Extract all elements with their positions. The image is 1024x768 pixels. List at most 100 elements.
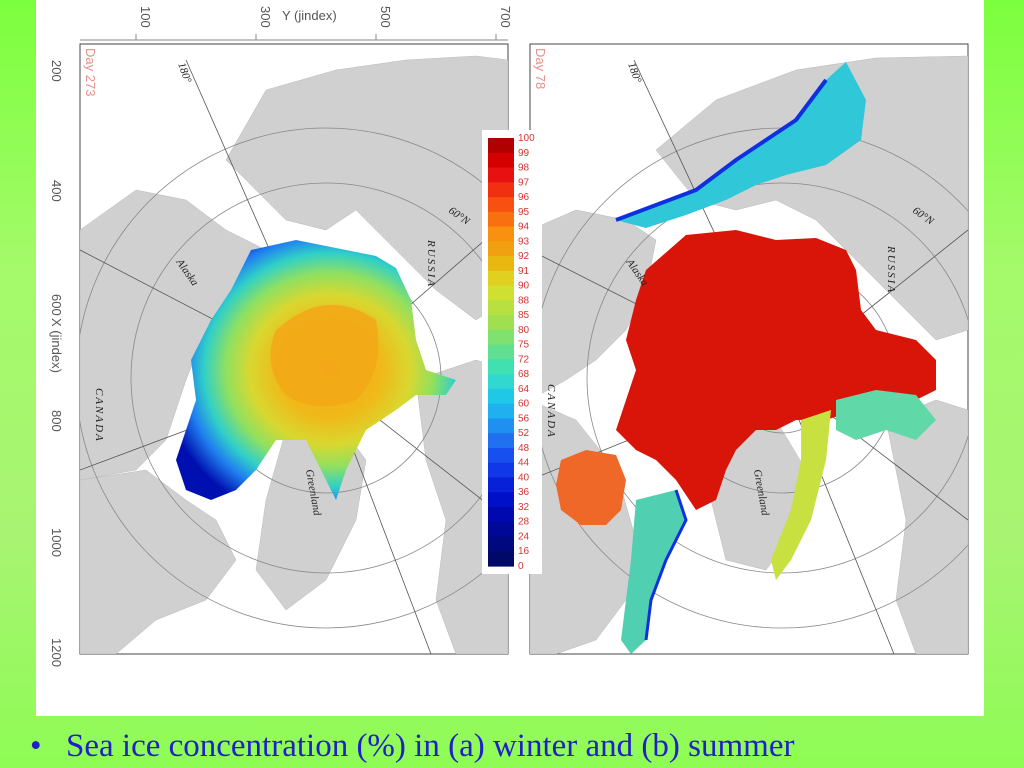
caption-bullet: • <box>30 728 42 764</box>
colorbar-tick-label: 36 <box>518 487 530 498</box>
colorbar: 100 99 98 97 96 95 94 93 92 91 90 88 85 80 75 72 68 64 60 5… <box>482 130 542 574</box>
colorbar-segment <box>488 211 514 228</box>
colorbar-tick-label: 56 <box>518 413 530 424</box>
colorbar-segment <box>488 477 514 493</box>
colorbar-segment <box>488 285 514 301</box>
colorbar-tick-label: 98 <box>518 163 530 174</box>
top-axis-tick-label: 500 <box>378 6 393 28</box>
sea-ice-b-central <box>616 230 936 510</box>
colorbar-tick-label: 99 <box>518 148 530 159</box>
colorbar-segment <box>488 226 514 242</box>
colorbar-segment <box>488 447 514 464</box>
top-axis-tick-label: 300 <box>258 6 273 28</box>
land-russia-b <box>655 55 968 341</box>
colorbar-segment <box>488 270 514 287</box>
day-label-a: Day 273 <box>83 48 98 96</box>
left-axis-tick-label: 1200 <box>49 638 64 667</box>
colorbar-segment <box>488 329 514 346</box>
top-axis-label: Y (jindex) <box>282 8 337 23</box>
map-panel-a: Day 273 180° 60°N Alaska CANADA Greenlan… <box>79 43 509 655</box>
figure-panel: 100 300 500 700 Y (jindex) 200 400 600 X… <box>36 0 984 716</box>
colorbar-tick-label: 44 <box>518 458 530 469</box>
figure-svg: 100 300 500 700 Y (jindex) 200 400 600 X… <box>49 6 969 667</box>
sea-ice-b-hudson <box>556 450 626 525</box>
top-axis-tick-label: 700 <box>498 6 513 28</box>
left-axis-tick-label: 400 <box>49 180 64 202</box>
colorbar-segment <box>488 433 514 449</box>
left-axis-tick-label: 200 <box>49 60 64 82</box>
colorbar-segment <box>488 152 514 169</box>
colorbar-tick-label: 100 <box>518 133 535 144</box>
colorbar-segment <box>488 506 514 523</box>
colorbar-tick-label: 94 <box>518 222 530 233</box>
russia-label-b: RUSSIA <box>885 245 897 294</box>
land-canada-a <box>80 469 237 654</box>
left-axis-tick-label: 800 <box>49 410 64 432</box>
colorbar-tick-label: 68 <box>518 369 530 380</box>
sea-ice-b-greenland-sea <box>771 410 831 580</box>
canada-label-b: CANADA <box>545 384 557 439</box>
colorbar-tick-label: 97 <box>518 177 530 188</box>
colorbar-segment <box>488 241 514 257</box>
colorbar-tick-label: 91 <box>518 266 530 277</box>
caption-text: Sea ice concentration (%) in (a) winter … <box>66 728 795 764</box>
colorbar-segment <box>488 182 514 198</box>
land-island-a <box>386 70 421 110</box>
colorbar-segment <box>488 344 514 360</box>
left-axis-tick-label: 600 <box>49 294 64 316</box>
colorbar-segment <box>488 388 514 405</box>
top-axis-tick-label: 100 <box>138 6 153 28</box>
colorbar-segment <box>488 374 514 390</box>
colorbar-tick-label: 0 <box>518 561 524 572</box>
colorbar-tick-label: 64 <box>518 384 530 395</box>
sea-ice-b-barents <box>836 390 936 440</box>
colorbar-segment <box>488 300 514 316</box>
colorbar-segment <box>488 315 514 331</box>
colorbar-tick-label: 90 <box>518 281 530 292</box>
colorbar-tick-label: 24 <box>518 531 530 542</box>
colorbar-tick-label: 72 <box>518 354 530 365</box>
colorbar-tick-label: 75 <box>518 340 530 351</box>
caption: • Sea ice concentration (%) in (a) winter… <box>30 726 1010 766</box>
day-label-b: Day 78 <box>533 48 548 89</box>
land-russia-a <box>225 55 508 321</box>
colorbar-tick-label: 95 <box>518 207 530 218</box>
canada-label-a: CANADA <box>93 388 105 443</box>
colorbar-segment <box>488 418 514 434</box>
land-europe-b <box>885 399 968 654</box>
left-axis-tick-label: 1000 <box>49 528 64 557</box>
colorbar-tick-label: 80 <box>518 325 530 336</box>
colorbar-tick-label: 16 <box>518 546 530 557</box>
colorbar-tick-label: 92 <box>518 251 530 262</box>
colorbar-segment <box>488 521 514 538</box>
colorbar-tick-label: 60 <box>518 399 530 410</box>
colorbar-segment <box>488 536 514 552</box>
colorbar-tick-label: 88 <box>518 295 530 306</box>
colorbar-segment <box>488 256 514 272</box>
colorbar-segment <box>488 492 514 508</box>
colorbar-tick-label: 40 <box>518 472 530 483</box>
colorbar-tick-label: 93 <box>518 236 530 247</box>
sea-ice-b-labrador <box>621 490 686 654</box>
colorbar-segment <box>488 462 514 479</box>
russia-label-a: RUSSIA <box>425 239 437 288</box>
colorbar-tick-label: 48 <box>518 443 530 454</box>
colorbar-segment <box>488 551 514 567</box>
colorbar-tick-label: 96 <box>518 192 530 203</box>
colorbar-segment <box>488 167 514 183</box>
colorbar-tick-label: 32 <box>518 502 530 513</box>
left-axis: 200 400 600 X (jindex) 800 1000 1200 <box>49 60 64 667</box>
colorbar-tick-label: 28 <box>518 517 530 528</box>
colorbar-tick-label: 52 <box>518 428 530 439</box>
left-axis-label: X (jindex) <box>49 318 64 373</box>
colorbar-segment <box>488 138 514 154</box>
colorbar-segment <box>488 403 514 420</box>
sea-ice-a-inner <box>270 304 379 407</box>
sea-ice-b-labrador-edge <box>644 489 688 641</box>
top-axis: 100 300 500 700 Y (jindex) <box>80 6 513 41</box>
colorbar-segment <box>488 359 514 375</box>
sea-ice-b-bering-edge <box>615 78 828 222</box>
map-panel-b: Day 78 180° 60°N Alaska CANADA Greenland… <box>529 43 969 655</box>
colorbar-tick-label: 85 <box>518 310 530 321</box>
colorbar-segment <box>488 197 514 213</box>
